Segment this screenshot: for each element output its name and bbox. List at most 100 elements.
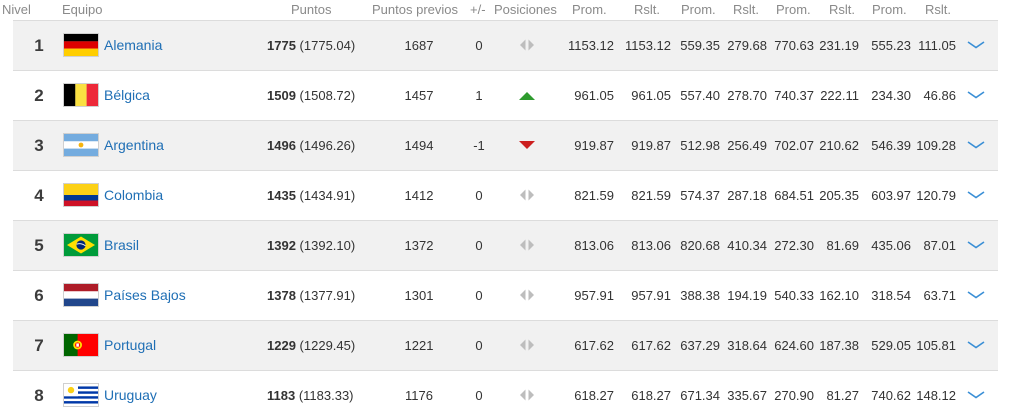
chevron-down-icon[interactable] xyxy=(966,38,986,50)
points-cell: 1435 (1434.91) xyxy=(267,171,355,220)
prom-2-cell: 512.98 xyxy=(680,138,720,153)
points-value: 1775 xyxy=(267,38,296,53)
points-cell: 1775 (1775.04) xyxy=(267,21,355,70)
header-puntos: Puntos xyxy=(291,2,332,17)
points-cell: 1378 (1377.91) xyxy=(267,271,355,320)
header-rslt-1: Rslt. xyxy=(634,2,660,17)
prom-3-cell: 702.07 xyxy=(774,138,814,153)
points-value: 1392 xyxy=(267,238,296,253)
prom-4-cell: 555.23 xyxy=(871,38,911,53)
rslt-3-cell: 162.10 xyxy=(819,288,859,303)
no-change-icon xyxy=(518,238,536,252)
change-cell: -1 xyxy=(473,138,485,153)
chevron-down-icon[interactable] xyxy=(966,338,986,350)
no-change-icon xyxy=(518,388,536,402)
portugal-flag-icon xyxy=(64,334,98,356)
points-cell: 1183 (1183.33) xyxy=(267,371,354,418)
header-posiciones: Posiciones xyxy=(494,2,557,17)
chevron-down-icon[interactable] xyxy=(966,288,986,300)
rslt-1-cell: 617.62 xyxy=(631,338,671,353)
points-exact: (1434.91) xyxy=(299,188,356,203)
points-exact: (1377.91) xyxy=(299,288,356,303)
uruguay-flag-icon xyxy=(64,384,98,406)
puntos-previos-cell: 1221 xyxy=(404,338,434,353)
points-value: 1435 xyxy=(267,188,296,203)
prom-1-cell: 821.59 xyxy=(574,188,614,203)
table-row: 1 Alemania 1775 (1775.04) 1687 1153.12 1153.1… xyxy=(13,20,998,70)
team-link[interactable]: Bélgica xyxy=(104,87,150,103)
rank-cell: 2 xyxy=(34,86,44,105)
header-prom-1: Prom. xyxy=(572,2,607,17)
header-rslt-4: Rslt. xyxy=(925,2,951,17)
table-row: 2 Bélgica 1509 (1508.72) 1457 961.05 961.05 55… xyxy=(13,70,998,120)
puntos-previos-cell: 1301 xyxy=(404,288,434,303)
team-link[interactable]: Brasil xyxy=(104,237,140,253)
prom-1-cell: 961.05 xyxy=(574,88,614,103)
rslt-2-cell: 287.18 xyxy=(727,188,767,203)
points-value: 1509 xyxy=(267,88,296,103)
points-exact: (1496.26) xyxy=(299,138,356,153)
header-nivel: Nivel xyxy=(2,2,31,17)
rslt-1-cell: 957.91 xyxy=(631,288,671,303)
prom-3-cell: 272.30 xyxy=(774,238,814,253)
rslt-2-cell: 335.67 xyxy=(727,388,767,403)
chevron-down-icon[interactable] xyxy=(966,238,986,250)
prom-2-cell: 388.38 xyxy=(680,288,720,303)
rslt-3-cell: 187.38 xyxy=(819,338,859,353)
prom-1-cell: 919.87 xyxy=(574,138,614,153)
team-link[interactable]: Colombia xyxy=(104,187,164,203)
header-puntos-previos: Puntos previos xyxy=(372,2,458,17)
table-row: 6 Países Bajos 1378 (1377.91) 1301 957.91 957… xyxy=(13,270,998,320)
team-link[interactable]: Países Bajos xyxy=(104,287,186,303)
prom-4-cell: 603.97 xyxy=(871,188,911,203)
rank-cell: 8 xyxy=(34,386,44,405)
table-row: 4 Colombia 1435 (1434.91) 1412 821.59 821.59 5… xyxy=(13,170,998,220)
team-link[interactable]: Alemania xyxy=(104,37,163,53)
prom-2-cell: 574.37 xyxy=(680,188,720,203)
rslt-4-cell: 63.71 xyxy=(923,288,956,303)
team-link[interactable]: Portugal xyxy=(104,337,157,353)
header-prom-4: Prom. xyxy=(872,2,907,17)
rslt-4-cell: 46.86 xyxy=(923,88,956,103)
change-cell: 0 xyxy=(475,388,483,403)
puntos-previos-cell: 1457 xyxy=(404,88,434,103)
rslt-3-cell: 231.19 xyxy=(819,38,859,53)
prom-3-cell: 624.60 xyxy=(774,338,814,353)
rslt-1-cell: 618.27 xyxy=(631,388,671,403)
prom-4-cell: 234.30 xyxy=(871,88,911,103)
prom-4-cell: 318.54 xyxy=(871,288,911,303)
points-exact: (1508.72) xyxy=(299,88,356,103)
rslt-3-cell: 81.69 xyxy=(826,238,859,253)
header-rslt-2: Rslt. xyxy=(733,2,759,17)
prom-2-cell: 671.34 xyxy=(680,388,720,403)
rslt-2-cell: 279.68 xyxy=(727,38,767,53)
prom-2-cell: 559.35 xyxy=(680,38,720,53)
header-cambio: +/- xyxy=(470,2,486,17)
points-exact: (1392.10) xyxy=(299,238,356,253)
rank-cell: 6 xyxy=(34,286,44,305)
chevron-down-icon[interactable] xyxy=(966,88,986,100)
rslt-3-cell: 210.62 xyxy=(819,138,859,153)
germany-flag-icon xyxy=(64,34,98,56)
arrow-up-icon xyxy=(518,88,536,102)
table-row: 7 Portugal 1229 (1229.45) 1221 617.62 617.62 6… xyxy=(13,320,998,370)
rank-cell: 4 xyxy=(34,186,44,205)
prom-2-cell: 557.40 xyxy=(680,88,720,103)
rank-cell: 1 xyxy=(34,36,44,55)
header-prom-2: Prom. xyxy=(681,2,716,17)
prom-1-cell: 618.27 xyxy=(574,388,614,403)
team-link[interactable]: Argentina xyxy=(104,137,164,153)
chevron-down-icon[interactable] xyxy=(966,188,986,200)
chevron-down-icon[interactable] xyxy=(966,388,986,400)
rslt-3-cell: 222.11 xyxy=(820,88,859,103)
chevron-down-icon[interactable] xyxy=(966,138,986,150)
header-equipo: Equipo xyxy=(62,2,103,17)
prom-4-cell: 529.05 xyxy=(871,338,911,353)
prom-2-cell: 820.68 xyxy=(680,238,720,253)
team-link[interactable]: Uruguay xyxy=(104,387,157,403)
change-cell: 0 xyxy=(475,288,483,303)
rslt-1-cell: 1153.12 xyxy=(624,38,671,53)
points-cell: 1392 (1392.10) xyxy=(267,221,355,270)
change-cell: 0 xyxy=(475,188,483,203)
